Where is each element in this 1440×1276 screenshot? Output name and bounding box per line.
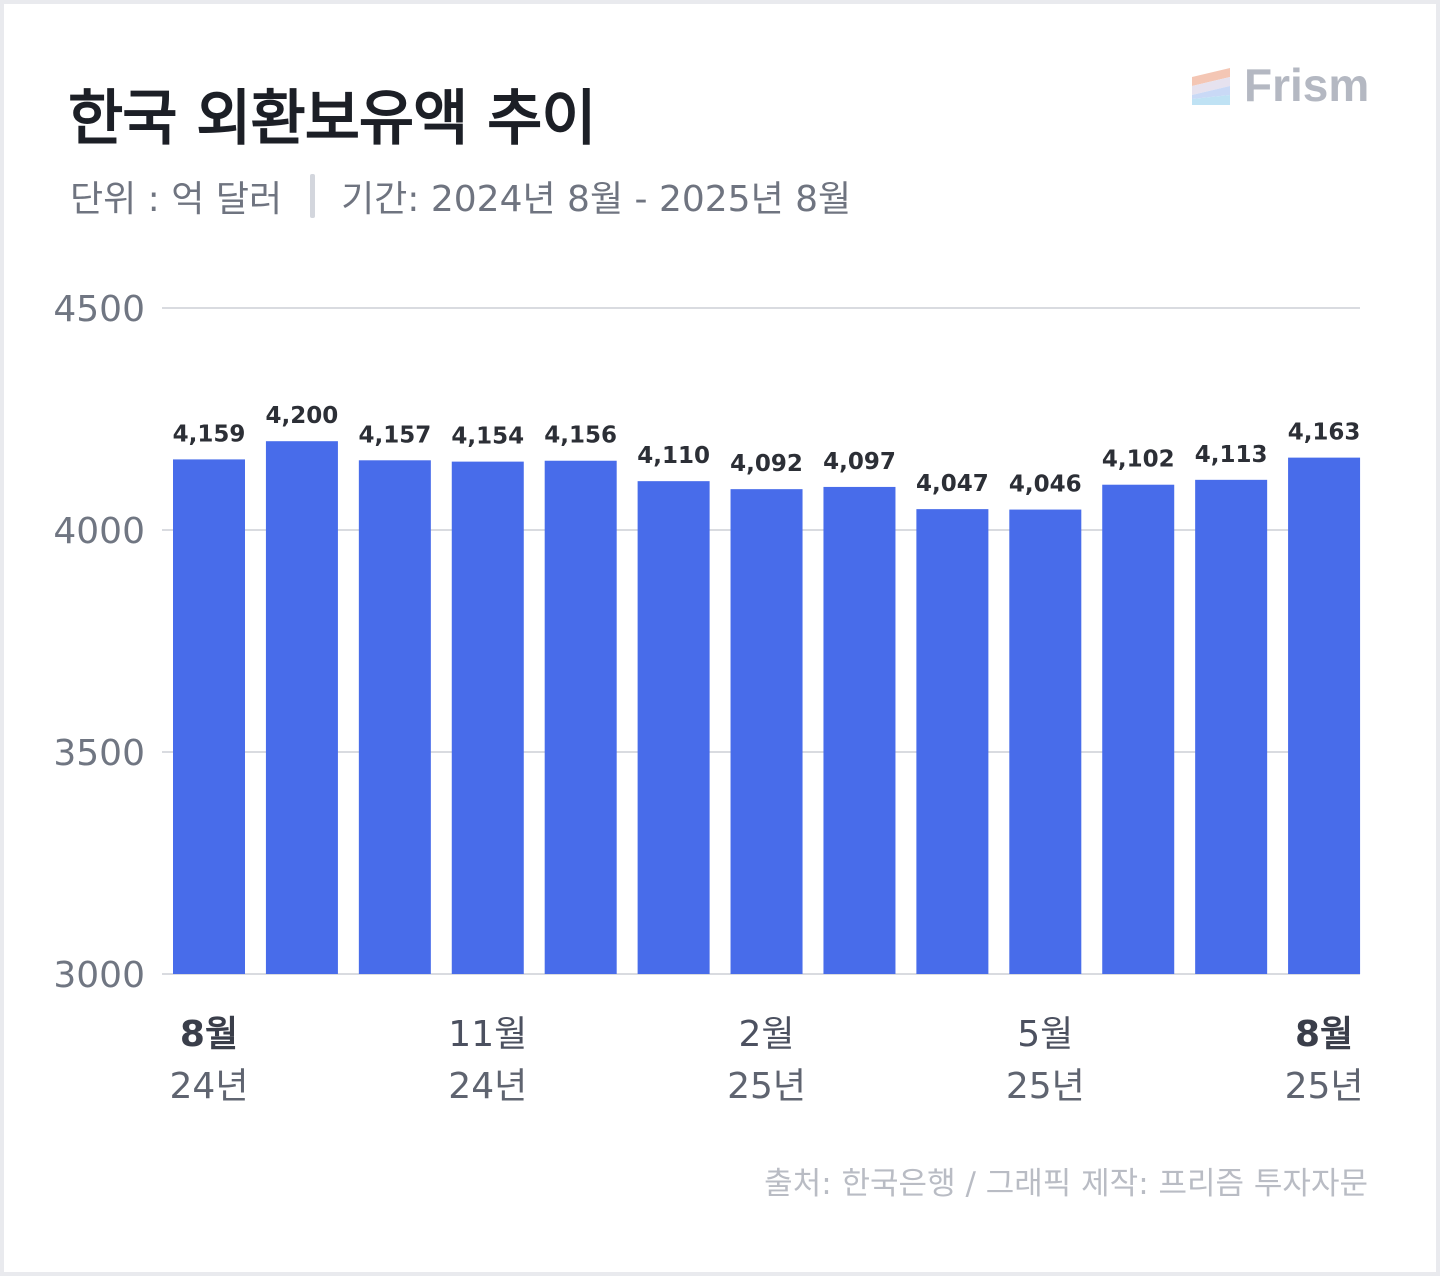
data-label: 4,163 xyxy=(1288,420,1361,446)
logo-stripe xyxy=(1192,68,1230,86)
data-label: 4,110 xyxy=(637,443,710,469)
data-label: 4,102 xyxy=(1102,447,1175,473)
bar xyxy=(823,486,896,974)
x-tick-month: 5월 xyxy=(1017,1014,1073,1055)
logo-stripe xyxy=(1192,95,1230,105)
x-tick-month: 11월 xyxy=(448,1014,527,1055)
data-label: 4,154 xyxy=(451,424,524,450)
bar xyxy=(637,481,710,974)
y-tick-label: 3500 xyxy=(53,733,145,774)
x-tick-year: 24년 xyxy=(448,1066,527,1107)
bar xyxy=(1102,484,1175,974)
source-note: 출처: 한국은행 / 그래픽 제작: 프리즘 투자자문 xyxy=(764,1166,1368,1202)
logo-stripe xyxy=(1192,77,1230,95)
bar xyxy=(916,509,989,974)
bar xyxy=(730,489,803,974)
data-label: 4,157 xyxy=(358,422,431,448)
bar xyxy=(1288,457,1361,974)
logo-stripe xyxy=(1192,86,1230,99)
x-tick-year: 24년 xyxy=(170,1066,249,1107)
bar xyxy=(1195,479,1268,974)
subtitle-divider xyxy=(310,174,316,218)
chart-title: 한국 외환보유액 추이 xyxy=(68,84,597,154)
frism-logo: Frism xyxy=(1190,59,1369,111)
data-label: 4,092 xyxy=(730,451,803,477)
data-label: 4,200 xyxy=(266,403,339,429)
data-label: 4,046 xyxy=(1009,472,1082,498)
period-label: 기간: 2024년 8월 - 2025년 8월 xyxy=(341,179,852,220)
y-tick-label: 4000 xyxy=(53,511,145,552)
bar xyxy=(358,460,431,974)
y-tick-label: 4500 xyxy=(53,289,145,330)
bar xyxy=(173,459,245,974)
unit-label: 단위 : 억 달러 xyxy=(70,179,283,220)
bar xyxy=(265,441,338,974)
x-tick-month: 8월 xyxy=(1295,1014,1353,1055)
x-tick-year: 25년 xyxy=(727,1066,806,1107)
logo-text: Frism xyxy=(1244,59,1370,111)
bar xyxy=(544,460,617,975)
bar xyxy=(1009,509,1082,974)
y-tick-label: 3000 xyxy=(53,955,145,996)
data-label: 4,159 xyxy=(173,421,246,447)
x-tick-month: 8월 xyxy=(180,1014,238,1055)
data-label: 4,156 xyxy=(544,423,617,449)
chart-subtitle: 단위 : 억 달러 기간: 2024년 8월 - 2025년 8월 xyxy=(70,170,851,222)
x-tick-month: 2월 xyxy=(739,1014,795,1055)
data-label: 4,113 xyxy=(1195,442,1268,468)
frism-logo-icon xyxy=(1192,68,1230,105)
data-label: 4,097 xyxy=(823,449,896,475)
x-tick-year: 25년 xyxy=(1285,1066,1364,1107)
bar xyxy=(451,461,524,974)
x-tick-year: 25년 xyxy=(1006,1066,1085,1107)
data-label: 4,047 xyxy=(916,471,989,497)
